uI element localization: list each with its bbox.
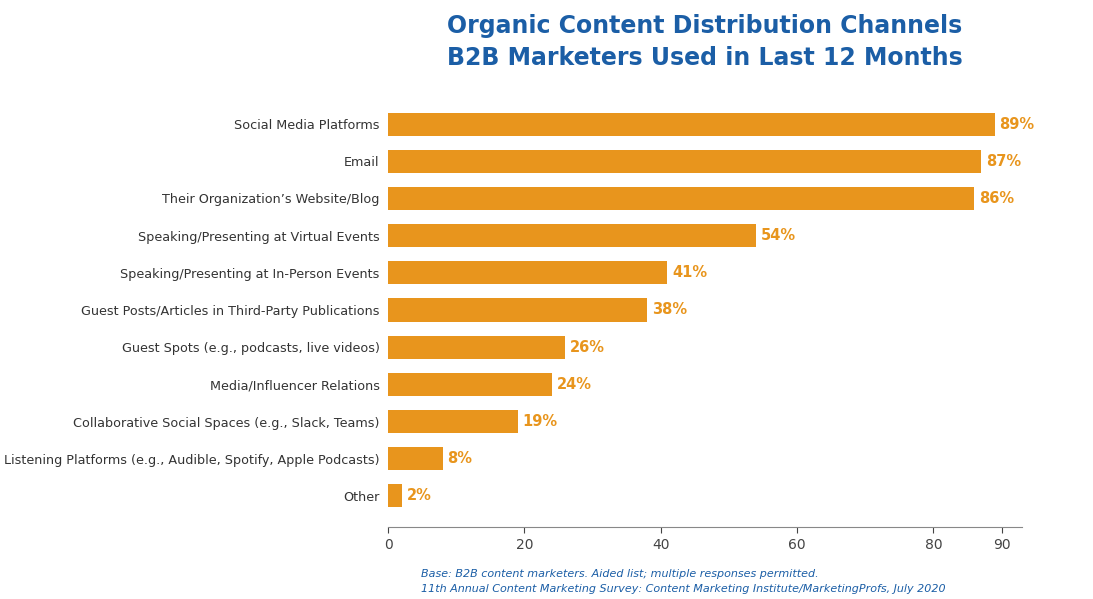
Bar (388, 150, 982, 173)
Text: 19%: 19% (522, 414, 557, 429)
Text: 24%: 24% (556, 377, 591, 392)
Text: 41%: 41% (672, 265, 707, 280)
Bar (388, 447, 443, 470)
Bar (388, 113, 995, 135)
Text: 87%: 87% (986, 154, 1021, 169)
Text: Base: B2B content marketers. Aided list; multiple responses permitted.: Base: B2B content marketers. Aided list;… (421, 569, 819, 579)
Text: 2%: 2% (407, 488, 432, 503)
Text: 38%: 38% (651, 302, 686, 317)
Bar (388, 485, 401, 507)
Bar (388, 298, 647, 322)
Text: 54%: 54% (761, 228, 796, 243)
Bar (388, 410, 517, 433)
Bar (388, 373, 552, 396)
Text: 86%: 86% (979, 191, 1014, 206)
Title: Organic Content Distribution Channels
B2B Marketers Used in Last 12 Months: Organic Content Distribution Channels B2… (447, 14, 963, 70)
Text: 26%: 26% (571, 340, 606, 355)
Text: 11th Annual Content Marketing Survey: Content Marketing Institute/MarketingProfs: 11th Annual Content Marketing Survey: Co… (421, 584, 945, 594)
Bar (388, 224, 756, 247)
Bar (388, 261, 668, 285)
Bar (388, 335, 565, 359)
Bar (388, 187, 974, 210)
Text: 8%: 8% (447, 451, 472, 466)
Text: 89%: 89% (999, 117, 1035, 132)
